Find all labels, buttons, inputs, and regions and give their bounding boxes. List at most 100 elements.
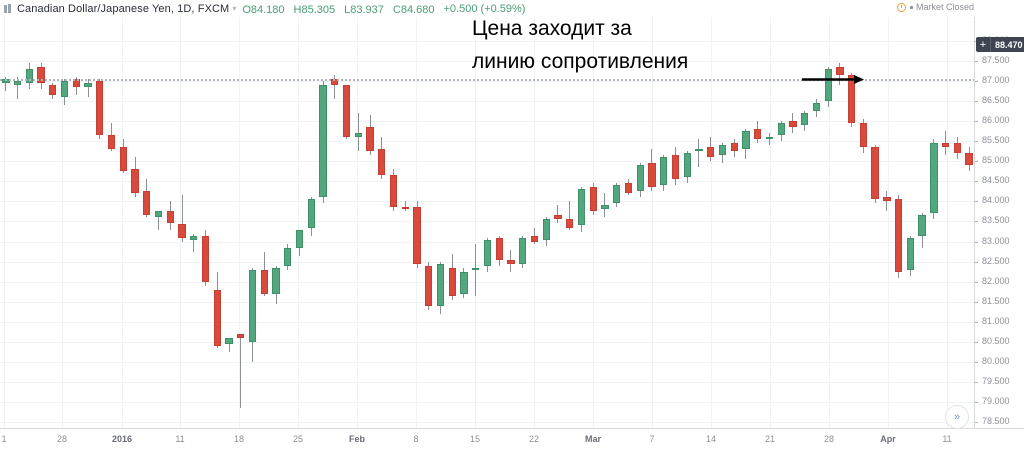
candle-body-up	[460, 271, 468, 294]
candlestick	[681, 17, 693, 428]
candle-body-down	[883, 197, 891, 202]
candle-body-down	[448, 267, 456, 296]
candlestick	[376, 17, 388, 428]
candlestick	[235, 17, 247, 428]
ohlc-values: O84.180 H85.305 L83.937 C84.680	[242, 0, 443, 18]
candle-body-down	[425, 265, 433, 306]
candlestick	[247, 17, 259, 428]
candlestick	[634, 17, 646, 428]
gridline-vertical	[770, 17, 771, 428]
candle-body-down	[366, 127, 374, 152]
candle-body-down	[119, 147, 127, 172]
candle-body-up	[436, 263, 445, 306]
time-tick-label: 28	[56, 434, 68, 444]
candle-body-up	[307, 199, 315, 228]
gridline-horizontal	[0, 201, 974, 203]
candlestick	[599, 17, 611, 428]
candle-body-down	[624, 183, 633, 194]
time-tick-label: 2016	[111, 434, 133, 444]
candle-wick	[193, 233, 195, 252]
symbol-title[interactable]: Canadian Dollar/Japanese Yen, 1D, FXCM	[17, 2, 230, 15]
candle-body-up	[60, 81, 69, 98]
candle-body-down	[495, 237, 503, 260]
candlestick	[834, 17, 846, 428]
candlestick	[822, 17, 834, 428]
market-status-label: Market Closed	[915, 2, 974, 12]
candle-body-up	[742, 131, 750, 150]
candle-wick	[886, 191, 888, 212]
candle-series-icon	[4, 4, 13, 13]
gridline-vertical	[534, 17, 535, 428]
candlestick	[270, 17, 282, 428]
change-value: +0.500 (+0.59%)	[443, 2, 526, 15]
candlestick	[846, 17, 858, 428]
candlestick	[364, 17, 376, 428]
time-tick-label: 21	[764, 434, 776, 444]
price-tick-label: 82.000	[982, 275, 1010, 286]
candle-body-down	[401, 207, 409, 210]
candle-body-down	[894, 199, 903, 272]
ohlc-l: L83.937	[344, 3, 384, 16]
candle-body-down	[554, 215, 562, 220]
candlestick	[752, 17, 764, 428]
candlestick	[458, 17, 470, 428]
candle-wick	[404, 201, 406, 212]
time-tick-label: 28	[823, 434, 835, 444]
candle-body-up	[718, 145, 727, 156]
candlestick	[916, 17, 928, 428]
chevron-down-icon[interactable]: ▾	[232, 4, 237, 13]
candlestick	[564, 17, 576, 428]
candle-body-down	[836, 67, 844, 76]
candle-body-up	[272, 267, 280, 294]
time-tick-label: 1	[1, 434, 7, 444]
annotation-line-2: линию сопротивления	[472, 50, 689, 73]
candlestick	[47, 17, 59, 428]
candle-body-up	[154, 211, 163, 218]
candlestick	[82, 17, 94, 428]
candle-body-up	[636, 165, 644, 192]
annotation-arrow-icon	[802, 75, 864, 84]
chart-plot-area[interactable]	[0, 17, 975, 428]
candle-body-down	[260, 269, 268, 294]
gridline-vertical	[4, 17, 5, 428]
ohlc-o: O84.180	[242, 3, 285, 16]
candlestick	[35, 17, 47, 428]
gridline-horizontal	[0, 161, 974, 163]
candlestick	[117, 17, 129, 428]
candle-body-down	[566, 219, 574, 228]
candlestick	[282, 17, 294, 428]
time-tick-label: 25	[292, 434, 304, 444]
candlestick	[294, 17, 306, 428]
candlestick	[411, 17, 423, 428]
gridline-vertical	[475, 17, 476, 428]
scroll-to-latest-icon[interactable]: »	[945, 405, 969, 429]
candle-wick	[181, 195, 183, 242]
annotation-text: Цена заходит за линию сопротивления	[472, 12, 688, 78]
candlestick	[517, 17, 529, 428]
candle-body-up	[84, 83, 92, 88]
candlestick	[576, 17, 588, 428]
candlestick	[728, 17, 740, 428]
current-price-badge[interactable]: + 88.470	[976, 37, 1024, 52]
candle-body-up	[190, 235, 198, 240]
candle-body-up	[930, 143, 938, 214]
candle-body-down	[648, 163, 656, 188]
candle-body-up	[918, 215, 926, 236]
gridline-vertical	[888, 17, 889, 428]
candle-body-up	[695, 149, 703, 152]
candlestick	[211, 17, 223, 428]
candle-body-up	[824, 69, 832, 102]
gridline-vertical	[239, 17, 240, 428]
resistance-line[interactable]	[0, 79, 974, 82]
add-alert-button[interactable]: +	[976, 37, 991, 52]
candle-body-down	[859, 123, 868, 148]
time-axis[interactable]: 1 28 2016 11 18 25 Feb 8 15 22 Mar 7 14 21 28 Apr 11	[0, 428, 1024, 451]
candlestick	[952, 17, 964, 428]
time-tick-label: 11	[175, 434, 185, 444]
price-tick-label: 85.500	[982, 135, 1010, 146]
price-axis[interactable]: 88.00087.50087.00086.50086.00085.50085.0…	[975, 17, 1024, 428]
market-status: Market Closed	[896, 2, 974, 12]
price-tick-label: 82.500	[982, 255, 1010, 266]
candlestick	[446, 17, 458, 428]
price-tick-label: 79.000	[982, 395, 1010, 406]
